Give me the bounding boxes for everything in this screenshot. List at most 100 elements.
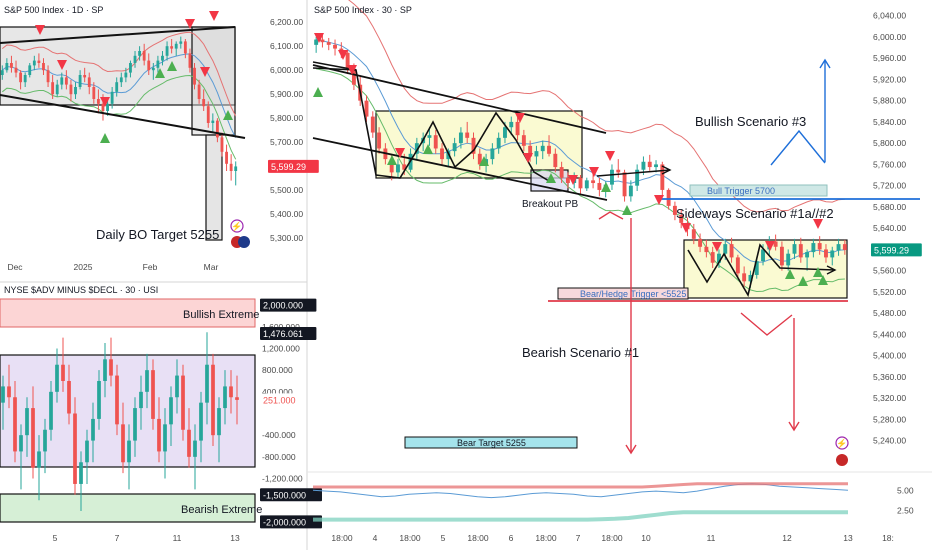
intraday-tick-label: 5,360.00 xyxy=(873,372,906,382)
daily-candle xyxy=(87,77,91,87)
daily-tick-label: 5,900.00 xyxy=(270,89,303,99)
breadth-candle xyxy=(97,380,101,419)
intraday-candle xyxy=(641,161,646,170)
daily-tick-label: 2025 xyxy=(74,262,93,272)
daily-tick-label: Mar xyxy=(204,262,219,272)
intraday-candle xyxy=(622,172,627,197)
daily-candle xyxy=(138,51,142,56)
daily-bands xyxy=(1,31,237,160)
daily-candle xyxy=(110,91,114,104)
daily-upper-band xyxy=(1,31,237,117)
daily-signal-triangles xyxy=(35,11,233,143)
intraday-upper-trend-line xyxy=(312,64,607,134)
daily-candle xyxy=(19,72,23,83)
intraday-candle xyxy=(786,253,791,266)
flag-icon-intraday[interactable] xyxy=(836,454,848,466)
bear-target-arrowhead xyxy=(625,444,637,455)
lightning-icon-intraday[interactable] xyxy=(835,436,849,450)
breadth-candle xyxy=(115,375,119,425)
intraday-candle xyxy=(326,42,331,45)
intraday-candle xyxy=(515,121,520,136)
breadth-candle xyxy=(193,440,197,457)
intraday-candle xyxy=(534,151,539,157)
intraday-tick-label: 18:00 xyxy=(399,533,421,543)
breadth-candle xyxy=(133,408,137,441)
intraday-candle xyxy=(440,148,444,160)
breadth-candle xyxy=(145,370,149,392)
daily-candle xyxy=(101,103,105,111)
intraday-sell-signal xyxy=(395,148,405,158)
breadth-tick-label: 11 xyxy=(173,533,182,543)
daily-sell-signal xyxy=(100,97,110,107)
daily-lower-channel-line xyxy=(0,94,246,139)
daily-buy-signal xyxy=(223,110,233,120)
intraday-candle xyxy=(427,135,432,138)
breadth-candle xyxy=(49,391,53,430)
intraday-tick-label: 13 xyxy=(843,533,853,543)
daily-candle xyxy=(220,137,224,152)
intraday-candle xyxy=(635,169,640,186)
intraday-candle xyxy=(610,169,614,185)
intraday-candle xyxy=(345,52,350,69)
daily-candle xyxy=(37,60,41,63)
daily-tick-label: 6,100.00 xyxy=(270,41,303,51)
intraday-sell-signal xyxy=(712,242,722,252)
breadth-candle xyxy=(25,408,29,436)
breadth-candle xyxy=(7,386,11,398)
breadth-panel: NYSE $ADV MINUS $DECL · 30 · USI Bullish… xyxy=(0,285,322,543)
bullish-scenario-label: Bullish Scenario #3 xyxy=(695,114,806,129)
breadth-candle xyxy=(223,386,227,409)
breadth-value-badge xyxy=(260,393,306,407)
intraday-buy-signal xyxy=(813,267,823,277)
intraday-candle xyxy=(452,143,457,152)
intraday-candle xyxy=(698,238,703,247)
lightning-icon[interactable] xyxy=(230,219,244,233)
flag-icon-2[interactable] xyxy=(238,236,250,248)
breadth-candle xyxy=(127,440,131,463)
intraday-candle xyxy=(842,244,847,250)
breadth-candle xyxy=(181,375,185,430)
intraday-tick-label: 5,240.00 xyxy=(873,436,906,446)
daily-buy-signal xyxy=(167,61,177,71)
daily-candle xyxy=(156,60,160,68)
intraday-candle xyxy=(597,183,602,190)
intraday-sell-signal xyxy=(681,223,691,233)
intraday-tick-label: 5,520.00 xyxy=(873,287,906,297)
intraday-candle xyxy=(836,244,841,251)
breadth-candle xyxy=(73,413,77,484)
breadth-tick-label: 1,600.000 xyxy=(262,322,300,332)
intraday-sell-signal xyxy=(765,241,775,251)
daily-candle xyxy=(96,99,100,104)
daily-candle xyxy=(211,120,215,123)
intraday-tick-label: 5,960.00 xyxy=(873,53,906,63)
intraday-sell-signal xyxy=(347,65,357,75)
intraday-tick-label: 18:00 xyxy=(535,533,557,543)
breadth-tick-label: 5 xyxy=(53,533,58,543)
intraday-sell-signal xyxy=(523,153,533,163)
daily-candle xyxy=(234,166,238,171)
intraday-candle xyxy=(748,274,753,282)
breadth-candle xyxy=(175,375,179,398)
intraday-tick-label: 5,920.00 xyxy=(873,74,906,84)
intraday-candle xyxy=(811,243,816,253)
bear-target-box xyxy=(404,436,578,449)
breakout-pb-label: Breakout PB xyxy=(522,199,578,210)
daily-candle xyxy=(60,77,64,85)
daily-candle xyxy=(183,41,187,54)
intraday-candle xyxy=(389,159,394,173)
breadth-candle xyxy=(187,429,191,457)
daily-y-axis: 6,200.00 6,100.00 6,000.00 5,900.00 5,800.00… xyxy=(268,17,319,243)
breadth-candle xyxy=(109,359,113,376)
intraday-tick-label: 5,800.00 xyxy=(873,138,906,148)
intraday-tick-label: 5,840.00 xyxy=(873,117,906,127)
daily-candle xyxy=(5,63,9,71)
intraday-buy-signal xyxy=(479,156,489,166)
daily-candle xyxy=(78,75,82,87)
breadth-tick-label: -800.000 xyxy=(262,452,296,462)
intraday-tick-label: 5,400.00 xyxy=(873,351,906,361)
indicator-upper-line xyxy=(313,482,848,489)
daily-tick-label: 6,000.00 xyxy=(270,65,303,75)
daily-candle xyxy=(170,46,174,49)
intraday-candle xyxy=(490,148,495,160)
